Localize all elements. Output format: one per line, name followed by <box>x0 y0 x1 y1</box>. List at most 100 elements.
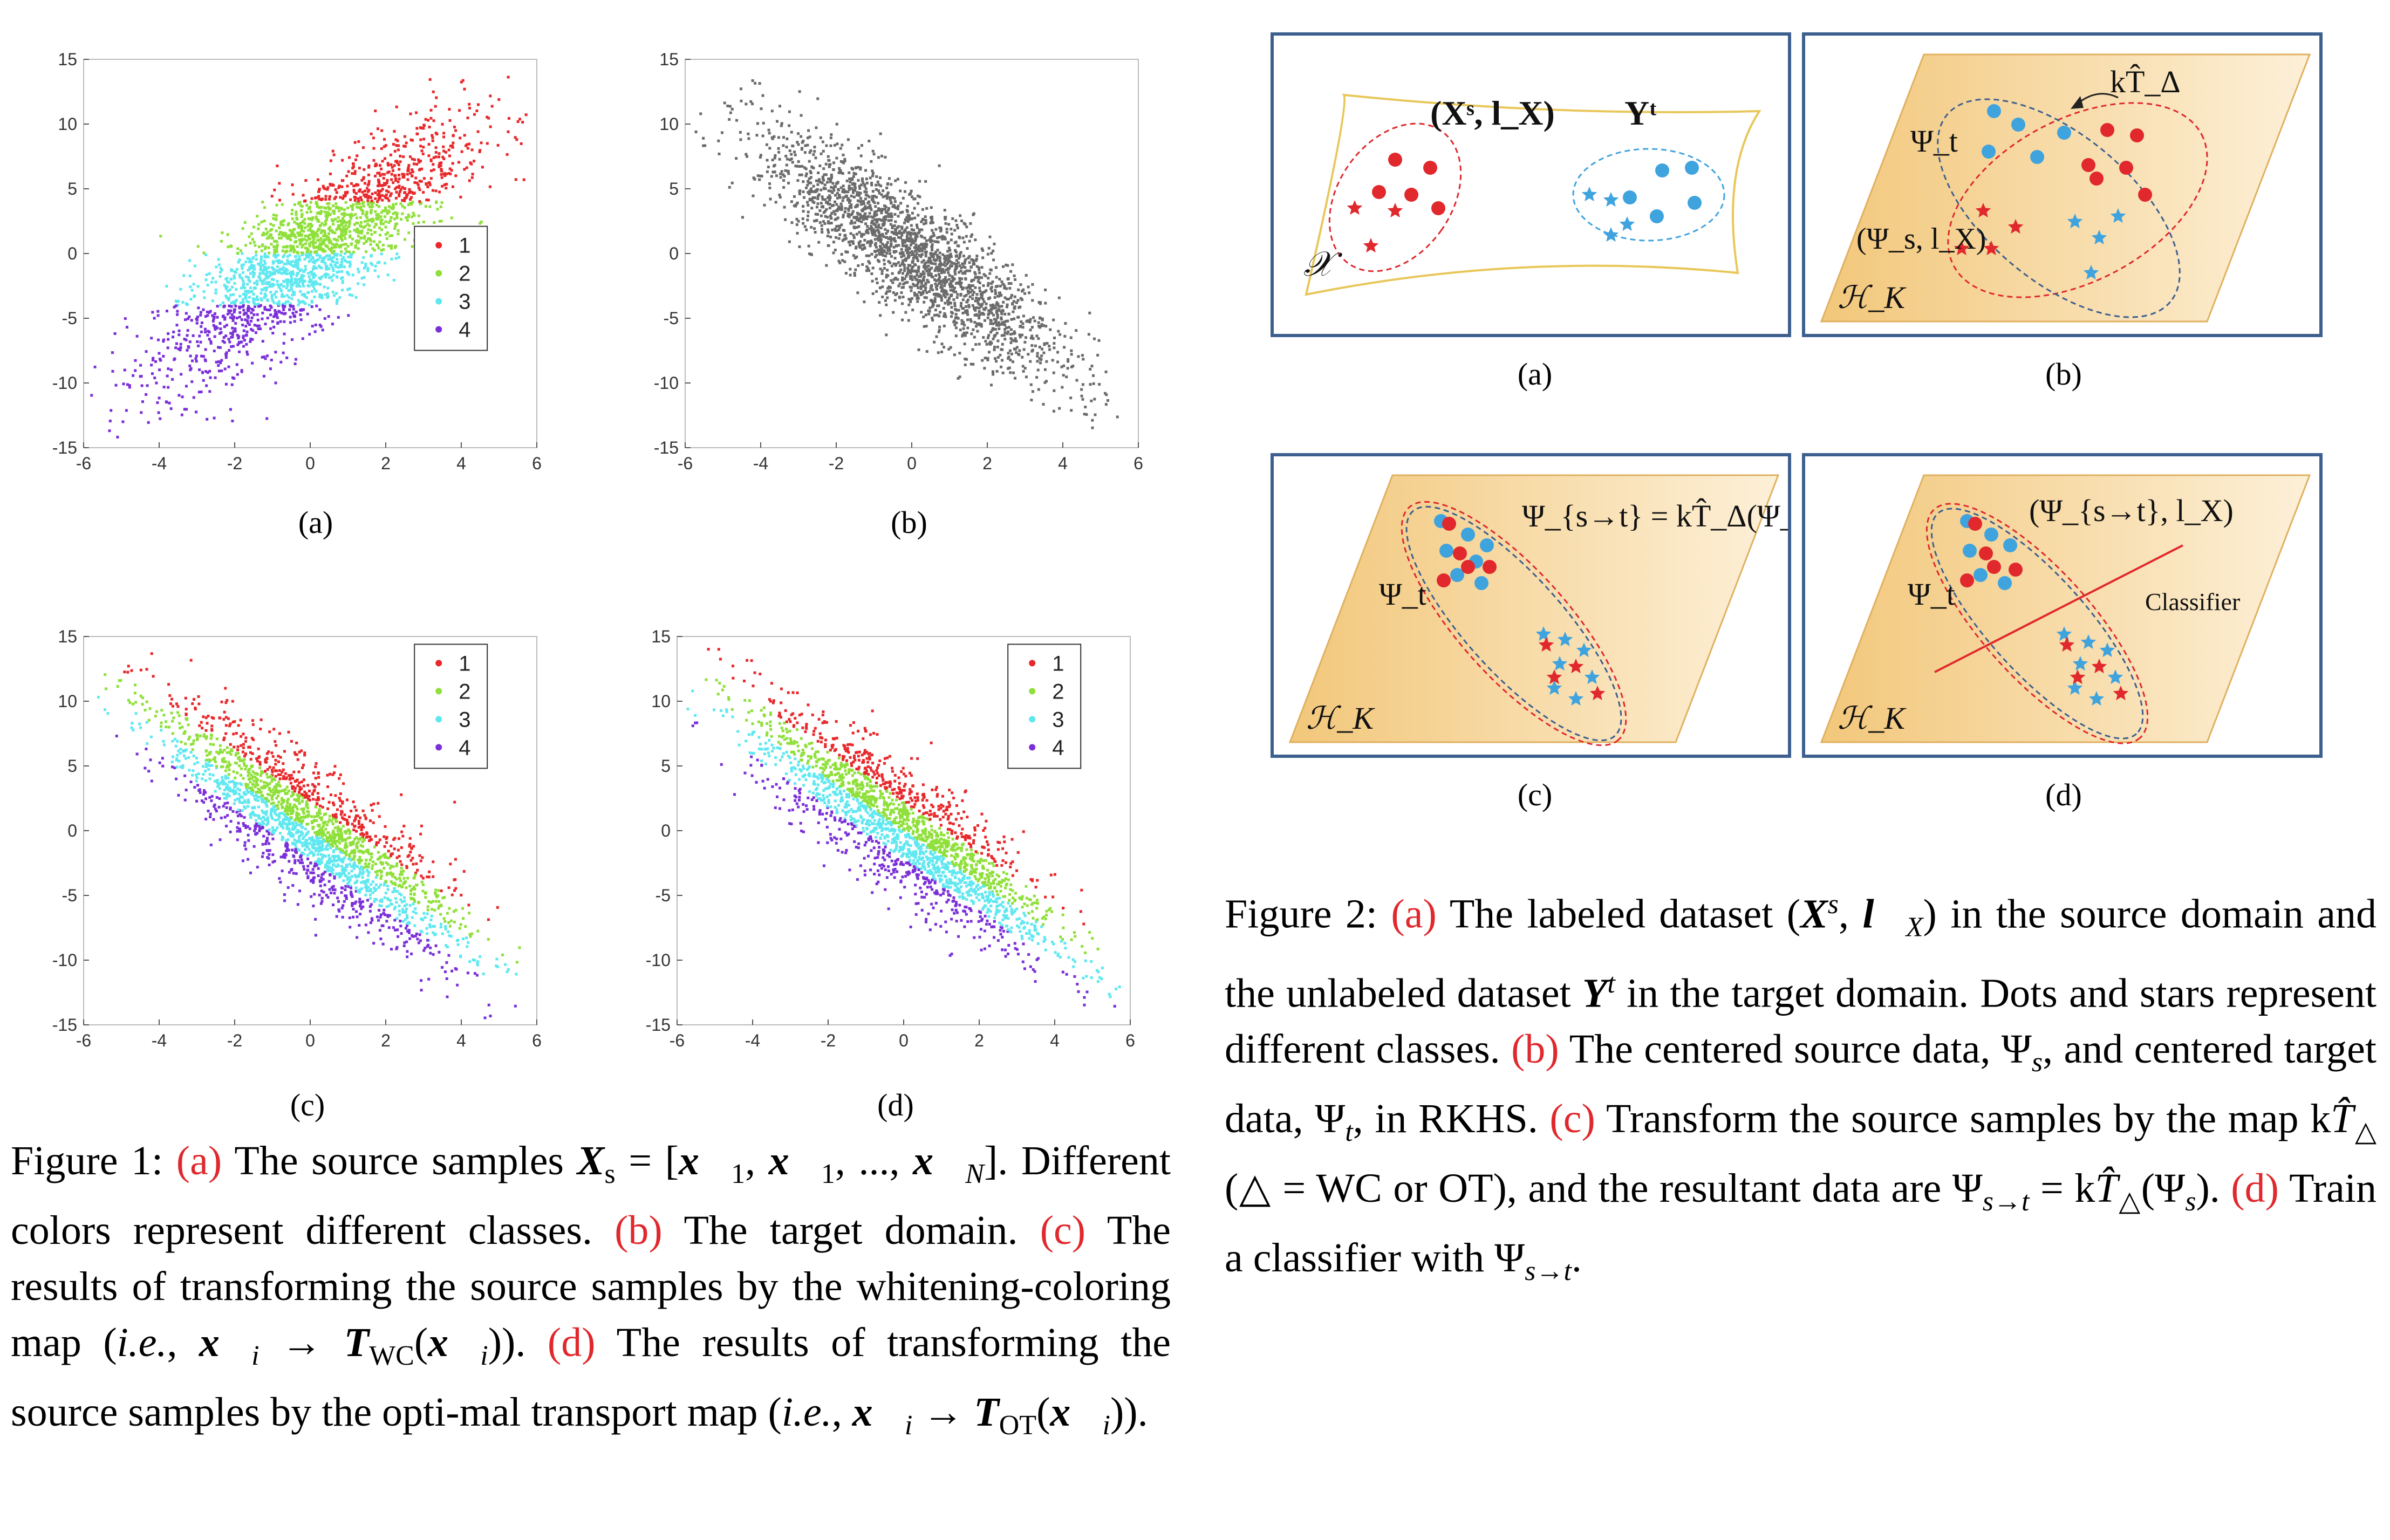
scatter-points <box>694 79 1119 429</box>
caption-segment: → <box>259 1320 344 1366</box>
legend-marker <box>435 660 442 667</box>
caption-segment: , and centered target data, Ψ <box>1225 1026 2377 1142</box>
x-tick-label: -2 <box>227 454 242 473</box>
caption-segment: s <box>2185 1186 2196 1217</box>
caption-segment: ). <box>2196 1166 2231 1212</box>
input-space-surface <box>1305 93 1761 296</box>
source-dataset-label: (Xˢ, l_X) <box>1430 94 1555 132</box>
x-tick-label: 0 <box>305 1031 315 1050</box>
caption-segment: T <box>974 1390 999 1435</box>
caption-segment: = k <box>2029 1166 2095 1212</box>
caption-segment: x⃗ <box>428 1320 481 1366</box>
caption-segment: t <box>1607 968 1615 999</box>
star-marker <box>1603 227 1619 242</box>
x-tick-label: -6 <box>76 454 91 473</box>
star-marker <box>1557 632 1573 647</box>
caption-segment: , <box>1839 891 1863 937</box>
y-tick-label: -15 <box>52 438 77 457</box>
star-marker <box>2007 219 2024 234</box>
psi-t-label: Ψ_t <box>1379 577 1426 612</box>
star-marker <box>2091 230 2107 245</box>
y-tick-label: 0 <box>67 821 77 840</box>
legend-marker <box>435 298 442 305</box>
caption-segment: X <box>1906 912 1923 943</box>
figure1-label-a: (a) <box>298 505 333 540</box>
legend-label: 4 <box>459 318 470 342</box>
caption-segment: Different colors represent different cla… <box>11 1138 1171 1254</box>
legend-label: 4 <box>459 736 470 759</box>
caption-segment: t <box>1345 1117 1353 1148</box>
caption-segment: i <box>480 1340 488 1372</box>
x-tick-label: -6 <box>76 1031 91 1050</box>
dot-marker <box>1442 517 1456 531</box>
star-marker <box>1975 203 1991 218</box>
legend-label: 3 <box>459 290 470 314</box>
legend-marker <box>435 242 442 249</box>
legend-label: 1 <box>1052 652 1064 675</box>
dot-marker <box>1963 544 1977 558</box>
figure1-caption: Figure 1: (a) The source samples Xs = [x… <box>11 1133 1171 1454</box>
caption-segment: (b) <box>614 1208 663 1254</box>
rkhs-symbol: ℋ_K <box>1838 280 1907 315</box>
y-tick-label: 0 <box>669 244 679 263</box>
dot-marker <box>1480 538 1494 552</box>
classifier-line <box>1934 544 2183 673</box>
y-tick-label: 5 <box>67 756 77 776</box>
x-tick-label: -2 <box>821 1031 836 1050</box>
rkhs-plane <box>1820 53 2311 323</box>
caption-segment: , <box>167 1320 200 1366</box>
rkhs-plane <box>1288 474 1780 743</box>
y-tick-label: 15 <box>659 50 679 69</box>
star-marker <box>2088 691 2105 706</box>
dot-marker <box>1461 528 1475 542</box>
dot-marker <box>1650 209 1664 223</box>
caption-segment: △ <box>2118 1186 2141 1217</box>
caption-segment: ) in the source domain and the unlabeled… <box>1225 891 2377 1016</box>
caption-segment: The centered source data, Ψ <box>1559 1026 2032 1072</box>
caption-segment: x⃗ <box>913 1138 966 1183</box>
x-tick-label: -4 <box>745 1031 760 1050</box>
rkhs-symbol: ℋ_K <box>1306 701 1375 736</box>
star-marker <box>2067 214 2083 229</box>
rkhs-symbol: ℋ_K <box>1838 701 1907 736</box>
y-tick-label: -10 <box>646 950 671 970</box>
y-tick-label: -10 <box>52 373 77 393</box>
target-ellipse <box>1937 98 2181 318</box>
dot-marker <box>1431 201 1445 215</box>
figure1-plot-a: -6 -4 -2 0 2 4 6 15 10 5 0 -5 -10 -15 1 2 3 4 <box>52 50 542 473</box>
star-marker <box>1568 659 1584 674</box>
legend-label: 3 <box>459 708 470 731</box>
caption-segment: ( <box>414 1320 428 1366</box>
star-marker <box>1387 203 1403 218</box>
star-marker <box>1568 691 1584 706</box>
legend-label: 1 <box>459 652 470 675</box>
y-tick-label: 10 <box>58 114 77 134</box>
legend: 1 2 3 4 <box>414 225 488 351</box>
figure2-panel-b: kT̂_Δ Ψ_t (Ψ_s, l_X) ℋ_K <box>1802 32 2323 337</box>
caption-segment: The results of transforming the source s… <box>11 1208 1171 1366</box>
dot-marker <box>1474 576 1488 590</box>
caption-segment: i.e. <box>781 1390 832 1435</box>
star-marker <box>1576 642 1592 658</box>
star-marker <box>1603 192 1619 207</box>
legend: 1 2 3 4 <box>414 644 488 769</box>
dot-marker <box>1439 544 1453 558</box>
y-tick-label: -5 <box>664 309 679 328</box>
figure2-panel-a: (Xˢ, l_X) Yᵗ𝒳 <box>1271 32 1791 337</box>
star-marker <box>2099 642 2115 658</box>
caption-segment: Y <box>1582 970 1608 1016</box>
star-marker <box>1589 686 1606 701</box>
caption-segment: , <box>745 1138 769 1183</box>
dot-marker <box>1688 196 1702 210</box>
caption-segment: Figure 2: <box>1225 891 1391 937</box>
star-marker <box>2083 265 2099 280</box>
legend-marker <box>1029 744 1036 751</box>
x-tick-label: -6 <box>678 454 693 473</box>
legend-marker <box>1029 660 1036 667</box>
caption-segment: Train a classifier with Ψ <box>1225 1166 2377 1281</box>
caption-segment: . <box>1571 1235 1582 1281</box>
map-label: kT̂_Δ <box>2110 64 2181 99</box>
dot-marker <box>1987 104 2001 118</box>
caption-segment: i.e. <box>117 1320 167 1366</box>
caption-segment: = [ <box>615 1138 679 1183</box>
